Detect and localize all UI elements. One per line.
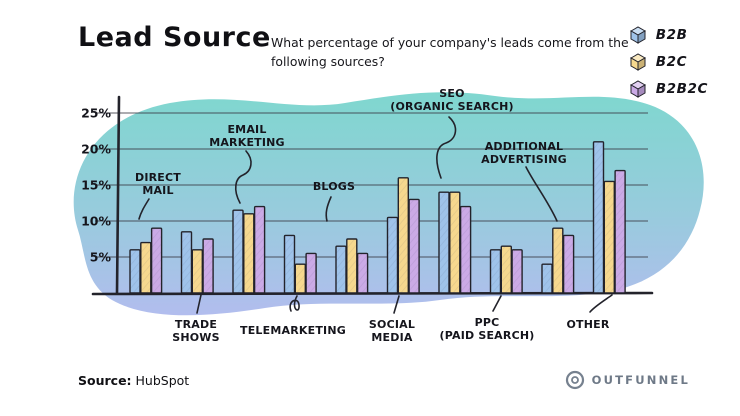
legend-item-b2b: B2B <box>628 25 708 45</box>
chart-layer: 5%10%15%20%25%DIRECTMAILTRADESHOWSEMAILM… <box>81 87 654 344</box>
svg-text:BLOGS: BLOGS <box>313 180 355 193</box>
question-line-1: What percentage of your company's leads … <box>271 35 629 50</box>
svg-text:15%: 15% <box>81 178 111 193</box>
chart-question: What percentage of your company's leads … <box>271 33 629 71</box>
svg-text:SHOWS: SHOWS <box>172 331 220 344</box>
svg-text:(PAID SEARCH): (PAID SEARCH) <box>440 329 535 342</box>
svg-text:OTHER: OTHER <box>566 318 609 331</box>
svg-text:25%: 25% <box>81 106 111 121</box>
outfunnel-icon <box>565 370 584 390</box>
svg-text:MARKETING: MARKETING <box>209 136 285 149</box>
svg-text:TRADE: TRADE <box>175 318 217 331</box>
legend: B2B B2C B2B2C <box>628 25 708 99</box>
cube-icon <box>629 26 646 44</box>
svg-text:PPC: PPC <box>475 316 500 329</box>
svg-text:TELEMARKETING: TELEMARKETING <box>240 324 346 337</box>
svg-text:MEDIA: MEDIA <box>371 331 412 344</box>
background-blob <box>73 92 704 316</box>
legend-item-b2b2c: B2B2C <box>628 79 708 99</box>
svg-text:SEO: SEO <box>439 87 464 100</box>
cube-icon <box>629 80 646 98</box>
svg-text:MAIL: MAIL <box>142 184 173 197</box>
svg-text:ADDITIONAL: ADDITIONAL <box>485 140 564 153</box>
cube-icon <box>629 53 646 71</box>
source-label: Source: <box>78 373 132 388</box>
svg-text:SOCIAL: SOCIAL <box>369 318 415 331</box>
source-note: Source: HubSpot <box>78 373 189 388</box>
svg-text:10%: 10% <box>81 214 111 229</box>
page-title: Lead Source <box>78 22 271 53</box>
svg-text:5%: 5% <box>90 250 112 265</box>
svg-text:20%: 20% <box>81 142 111 157</box>
source-value: HubSpot <box>135 373 190 388</box>
legend-item-b2c: B2C <box>628 52 708 72</box>
outfunnel-logo: OUTFUNNEL <box>564 369 690 391</box>
brand-name: OUTFUNNEL <box>591 373 690 387</box>
svg-text:(ORGANIC SEARCH): (ORGANIC SEARCH) <box>390 100 514 113</box>
legend-label: B2C <box>655 54 688 70</box>
legend-label: B2B <box>655 27 688 43</box>
svg-text:EMAIL: EMAIL <box>227 123 266 136</box>
question-line-2: following sources? <box>271 54 385 70</box>
svg-text:DIRECT: DIRECT <box>135 171 181 184</box>
svg-text:ADVERTISING: ADVERTISING <box>481 153 567 166</box>
legend-label: B2B2C <box>655 81 708 97</box>
